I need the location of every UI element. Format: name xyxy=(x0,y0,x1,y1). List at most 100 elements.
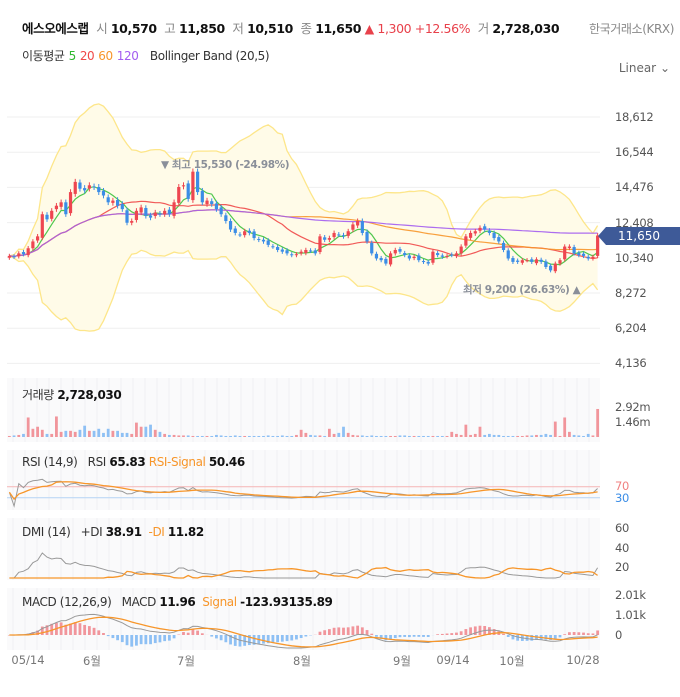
candle-body xyxy=(356,221,360,226)
candle-body xyxy=(440,255,444,257)
volume-bar xyxy=(210,435,214,437)
x-tick: 10/28 xyxy=(566,653,600,667)
volume-panel-label: 거래량 2,728,030 xyxy=(22,386,122,403)
candle-body xyxy=(520,260,524,263)
volume-bar xyxy=(516,435,520,437)
volume-bar xyxy=(158,431,162,437)
candle-body xyxy=(191,171,195,201)
volume-bar xyxy=(464,424,468,437)
macd-histogram-bar xyxy=(422,635,425,637)
macd-histogram-bar xyxy=(351,626,355,635)
macd-histogram-bar xyxy=(393,635,397,639)
volume-bar xyxy=(346,432,350,437)
ma20-line xyxy=(9,200,598,260)
macd-histogram-bar xyxy=(464,629,468,635)
volume-bar xyxy=(582,435,585,437)
volume-bar xyxy=(144,426,148,437)
volume-bar xyxy=(295,434,298,437)
candle-body xyxy=(167,209,171,215)
candle-body xyxy=(200,190,204,203)
candle-body xyxy=(384,258,388,264)
macd-histogram-bar xyxy=(247,635,251,646)
volume-bar xyxy=(233,435,237,437)
volume-bar xyxy=(182,435,185,437)
macd-histogram-bar xyxy=(568,632,571,635)
candle-body xyxy=(365,231,369,242)
dmi-tick: 20 xyxy=(615,560,630,574)
candle-body xyxy=(534,259,539,264)
macd-histogram-bar xyxy=(417,635,421,637)
exchange-label: 한국거래소(KRX) xyxy=(589,22,674,36)
candle-body xyxy=(64,202,68,215)
candle-body xyxy=(360,221,364,233)
scale-dropdown[interactable]: Linear ⌄ xyxy=(619,61,670,75)
change-value: ▲ 1,300 xyxy=(364,21,412,36)
current-price-tag: 11,650 xyxy=(598,227,680,245)
volume-bar xyxy=(356,435,360,437)
volume-bar xyxy=(40,429,44,437)
macd-histogram-bar xyxy=(229,635,232,645)
candle-body xyxy=(530,259,534,262)
macd-histogram-bar xyxy=(549,635,552,641)
macd-histogram-bar xyxy=(102,633,105,635)
x-tick: 05/14 xyxy=(11,653,45,667)
candle-body xyxy=(243,231,247,236)
macd-histogram-bar xyxy=(525,635,529,641)
rsi-panel-label: RSI (14,9) RSI 65.83 RSI-Signal 50.46 xyxy=(22,455,245,469)
macd-histogram-bar xyxy=(116,635,119,641)
candle-body xyxy=(412,256,416,259)
macd-histogram-bar xyxy=(252,635,256,645)
volume-bar xyxy=(403,435,407,437)
volume-bar xyxy=(125,432,129,437)
volume-bar xyxy=(196,435,200,437)
macd-histogram-bar xyxy=(398,635,402,638)
candle-body xyxy=(196,171,200,193)
mdi-value: 11.82 xyxy=(167,525,204,539)
macd-histogram-bar xyxy=(111,635,115,639)
macd-histogram-bar xyxy=(295,635,298,640)
macd-tick: 0 xyxy=(615,628,623,642)
candle-body xyxy=(468,232,473,238)
macd-histogram-bar xyxy=(219,635,223,641)
macd-histogram-bar xyxy=(327,629,331,635)
macd-histogram-bar xyxy=(412,635,416,637)
macd-histogram-bar xyxy=(135,635,138,646)
ma120-line xyxy=(9,209,598,258)
volume-bar xyxy=(436,435,440,437)
macd-histogram-bar xyxy=(511,635,515,640)
macd-histogram-bar xyxy=(163,635,167,642)
high-annotation: ▼ 최고 15,530 (-24.98%) xyxy=(161,159,290,171)
volume-bar xyxy=(219,435,223,437)
volume-bar xyxy=(92,430,96,437)
macd-tick: 1.01k xyxy=(615,608,646,622)
volume-bar xyxy=(520,435,524,437)
candle-body xyxy=(332,232,336,238)
bollinger-lower xyxy=(9,249,599,332)
dmi-tick: 40 xyxy=(615,541,630,555)
volume-title: 거래량 xyxy=(22,388,54,402)
macd-histogram-bar xyxy=(323,630,327,635)
macd-histogram-bar xyxy=(318,631,322,635)
volume-bar xyxy=(111,430,115,437)
volume-bar xyxy=(116,430,119,437)
macd-histogram-bar xyxy=(139,635,143,645)
scale-mode-label: Linear xyxy=(618,61,657,75)
macd-histogram-bar xyxy=(445,633,449,635)
mdi-label: -DI xyxy=(148,525,165,539)
macd-histogram-bar xyxy=(337,627,341,635)
macd-title: MACD (12,26,9) xyxy=(22,595,112,609)
macd-histogram-bar xyxy=(73,622,77,635)
macd-histogram-bar xyxy=(469,627,472,635)
volume-tick: 2.92m xyxy=(615,400,651,414)
volume-bar xyxy=(450,431,454,437)
macd-histogram-bar xyxy=(384,635,388,641)
candle-body xyxy=(144,207,148,216)
macd-histogram-bar xyxy=(459,631,463,635)
macd-histogram-bar xyxy=(530,635,534,641)
candle-body xyxy=(31,241,35,249)
macd-histogram-bar xyxy=(266,635,270,644)
macd-histogram-bar xyxy=(224,635,228,643)
candle-body xyxy=(544,261,548,267)
volume-bar xyxy=(553,421,557,437)
